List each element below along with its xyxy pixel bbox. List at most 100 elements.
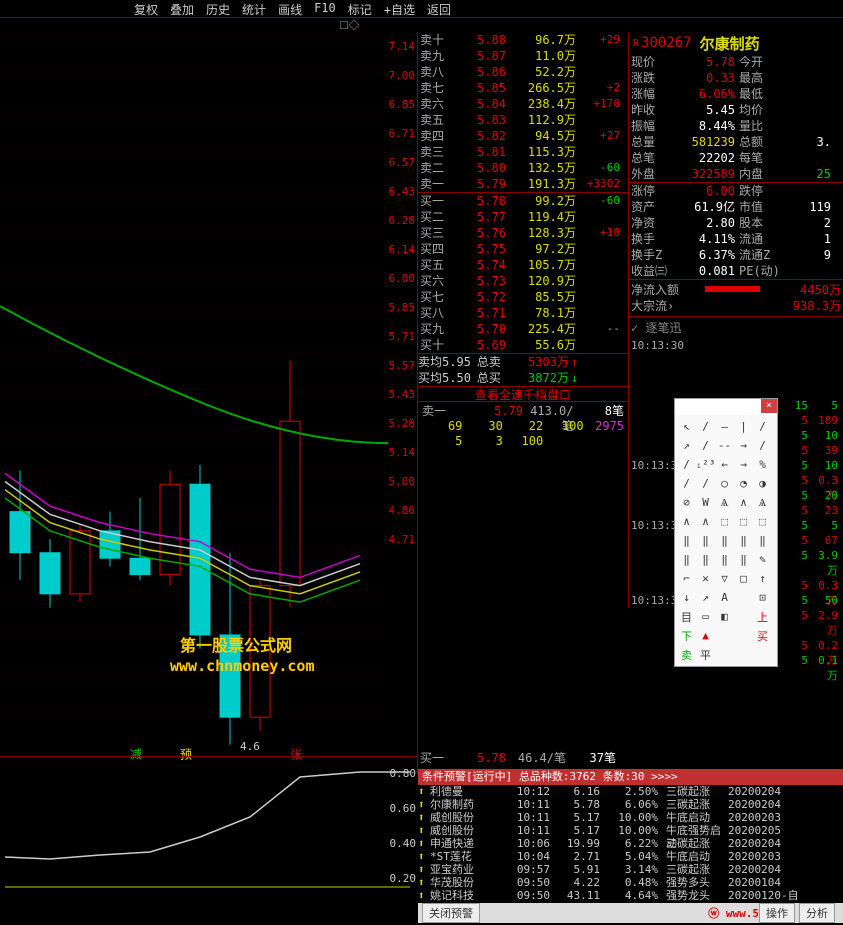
tool-38[interactable]: ‖ bbox=[734, 550, 753, 569]
menu-+自选[interactable]: +自选 bbox=[378, 0, 421, 17]
alert-row[interactable]: ⬆申通快递10:0619.996.22%三碳起涨20200204 bbox=[418, 837, 843, 850]
book-row[interactable]: 买一5.7899.2万-60 bbox=[418, 193, 628, 209]
tool-31[interactable]: ‖ bbox=[696, 531, 715, 550]
tool-18[interactable]: ◔ bbox=[734, 474, 753, 493]
book-row[interactable]: 买七5.7285.5万 bbox=[418, 289, 628, 305]
tool-33[interactable]: ‖ bbox=[734, 531, 753, 550]
tool-5[interactable]: ↗ bbox=[677, 436, 696, 455]
menu-F10[interactable]: F10 bbox=[308, 0, 342, 17]
alert-row[interactable]: ⬆威创股份10:115.1710.00%牛底启动20200203 bbox=[418, 811, 843, 824]
operate-button[interactable]: 操作 bbox=[759, 903, 795, 923]
book-row[interactable]: 买九5.70225.4万-- bbox=[418, 321, 628, 337]
tool-36[interactable]: ‖ bbox=[696, 550, 715, 569]
tool-3[interactable]: | bbox=[734, 417, 753, 436]
tool-7[interactable]: -- bbox=[715, 436, 734, 455]
tool-14[interactable]: % bbox=[753, 455, 772, 474]
book-row[interactable]: 卖十5.8896.7万+29 bbox=[418, 32, 628, 48]
tool-27[interactable]: ⬚ bbox=[715, 512, 734, 531]
tool-59[interactable]: 买 bbox=[753, 626, 772, 645]
tool-19[interactable]: ◑ bbox=[753, 474, 772, 493]
tool-23[interactable]: ∧ bbox=[734, 493, 753, 512]
tool-43[interactable]: □ bbox=[734, 569, 753, 588]
tool-1[interactable]: / bbox=[696, 417, 715, 436]
tool-30[interactable]: ‖ bbox=[677, 531, 696, 550]
tool-24[interactable]: Ѧ bbox=[753, 493, 772, 512]
menu-标记[interactable]: 标记 bbox=[342, 0, 378, 17]
alert-row[interactable]: ⬆利德曼10:126.162.50%三碳起涨20200204 bbox=[418, 785, 843, 798]
alert-row[interactable]: ⬆*ST莲花10:042.715.04%牛底启动20200203 bbox=[418, 850, 843, 863]
tool-21[interactable]: W bbox=[696, 493, 715, 512]
tool-42[interactable]: ▽ bbox=[715, 569, 734, 588]
alert-row[interactable]: ⬆姚记科技09:5043.114.64%强势龙头20200120-自 bbox=[418, 889, 843, 902]
tool-37[interactable]: ‖ bbox=[715, 550, 734, 569]
tool-16[interactable]: / bbox=[696, 474, 715, 493]
tool-17[interactable]: ○ bbox=[715, 474, 734, 493]
tool-63[interactable] bbox=[734, 645, 753, 664]
alert-row[interactable]: ⬆亚宝药业09:575.913.14%三碳起涨20200204 bbox=[418, 863, 843, 876]
tool-57[interactable] bbox=[715, 626, 734, 645]
tool-45[interactable]: ↓ bbox=[677, 588, 696, 607]
tool-34[interactable]: ‖ bbox=[753, 531, 772, 550]
tool-9[interactable]: / bbox=[753, 436, 772, 455]
tool-39[interactable]: ✎ bbox=[753, 550, 772, 569]
tool-8[interactable]: → bbox=[734, 436, 753, 455]
menu-返回[interactable]: 返回 bbox=[421, 0, 457, 17]
tool-0[interactable]: ↖ bbox=[677, 417, 696, 436]
tool-61[interactable]: 平 bbox=[696, 645, 715, 664]
tool-11[interactable]: ᵢ²³ bbox=[696, 455, 715, 474]
tool-6[interactable]: / bbox=[696, 436, 715, 455]
tool-4[interactable]: / bbox=[753, 417, 772, 436]
alert-list[interactable]: ⬆利德曼10:126.162.50%三碳起涨20200204⬆尔康制药10:11… bbox=[418, 785, 843, 903]
tool-12[interactable]: ← bbox=[715, 455, 734, 474]
tool-44[interactable]: ↑ bbox=[753, 569, 772, 588]
tool-49[interactable]: ⊡ bbox=[753, 588, 772, 607]
tool-46[interactable]: ↗ bbox=[696, 588, 715, 607]
book-row[interactable]: 买三5.76128.3万+10 bbox=[418, 225, 628, 241]
menu-历史[interactable]: 历史 bbox=[200, 0, 236, 17]
full-depth-link[interactable]: 查看全速千档盘口 bbox=[418, 386, 628, 402]
tool-58[interactable] bbox=[734, 626, 753, 645]
tool-52[interactable]: ◧ bbox=[715, 607, 734, 626]
tool-2[interactable]: — bbox=[715, 417, 734, 436]
book-row[interactable]: 买五5.74105.7万 bbox=[418, 257, 628, 273]
tool-41[interactable]: ✕ bbox=[696, 569, 715, 588]
tool-10[interactable]: / bbox=[677, 455, 696, 474]
tool-55[interactable]: 下 bbox=[677, 626, 696, 645]
tool-40[interactable]: ⌐ bbox=[677, 569, 696, 588]
alert-row[interactable]: ⬆尔康制药10:115.786.06%三碳起涨20200204 bbox=[418, 798, 843, 811]
book-row[interactable]: 买十5.6955.6万 bbox=[418, 337, 628, 353]
book-row[interactable]: 买六5.73120.9万 bbox=[418, 273, 628, 289]
menu-画线[interactable]: 画线 bbox=[272, 0, 308, 17]
menu-复权[interactable]: 复权 bbox=[128, 0, 164, 17]
tool-62[interactable] bbox=[715, 645, 734, 664]
tool-29[interactable]: ⬚ bbox=[753, 512, 772, 531]
tool-48[interactable] bbox=[734, 588, 753, 607]
close-icon[interactable]: × bbox=[761, 399, 777, 413]
tool-26[interactable]: ∧ bbox=[696, 512, 715, 531]
book-row[interactable]: 买八5.7178.1万 bbox=[418, 305, 628, 321]
tool-50[interactable]: 目 bbox=[677, 607, 696, 626]
tool-13[interactable]: → bbox=[734, 455, 753, 474]
tool-32[interactable]: ‖ bbox=[715, 531, 734, 550]
tool-56[interactable]: ▲ bbox=[696, 626, 715, 645]
book-row[interactable]: 卖三5.81115.3万 bbox=[418, 144, 628, 160]
book-row[interactable]: 买二5.77119.4万 bbox=[418, 209, 628, 225]
alert-row[interactable]: ⬆华茂股份09:504.220.48%强势多头20200104 bbox=[418, 876, 843, 889]
tool-15[interactable]: / bbox=[677, 474, 696, 493]
book-row[interactable]: 卖六5.84238.4万+170 bbox=[418, 96, 628, 112]
book-row[interactable]: 卖一5.79191.3万+3302 bbox=[418, 176, 628, 192]
tool-60[interactable]: 卖 bbox=[677, 645, 696, 664]
menu-叠加[interactable]: 叠加 bbox=[164, 0, 200, 17]
menu-统计[interactable]: 统计 bbox=[236, 0, 272, 17]
book-row[interactable]: 卖五5.83112.9万 bbox=[418, 112, 628, 128]
tool-20[interactable]: ⊘ bbox=[677, 493, 696, 512]
tool-35[interactable]: ‖ bbox=[677, 550, 696, 569]
tool-22[interactable]: Ѧ bbox=[715, 493, 734, 512]
tool-53[interactable] bbox=[734, 607, 753, 626]
book-row[interactable]: 卖九5.8711.0万 bbox=[418, 48, 628, 64]
tool-54[interactable]: 上 bbox=[753, 607, 772, 626]
book-row[interactable]: 卖四5.8294.5万+27 bbox=[418, 128, 628, 144]
tool-25[interactable]: ∧ bbox=[677, 512, 696, 531]
tool-51[interactable]: ▭ bbox=[696, 607, 715, 626]
alert-row[interactable]: ⬆威创股份10:115.1710.00%牛底强势启动20200205 bbox=[418, 824, 843, 837]
